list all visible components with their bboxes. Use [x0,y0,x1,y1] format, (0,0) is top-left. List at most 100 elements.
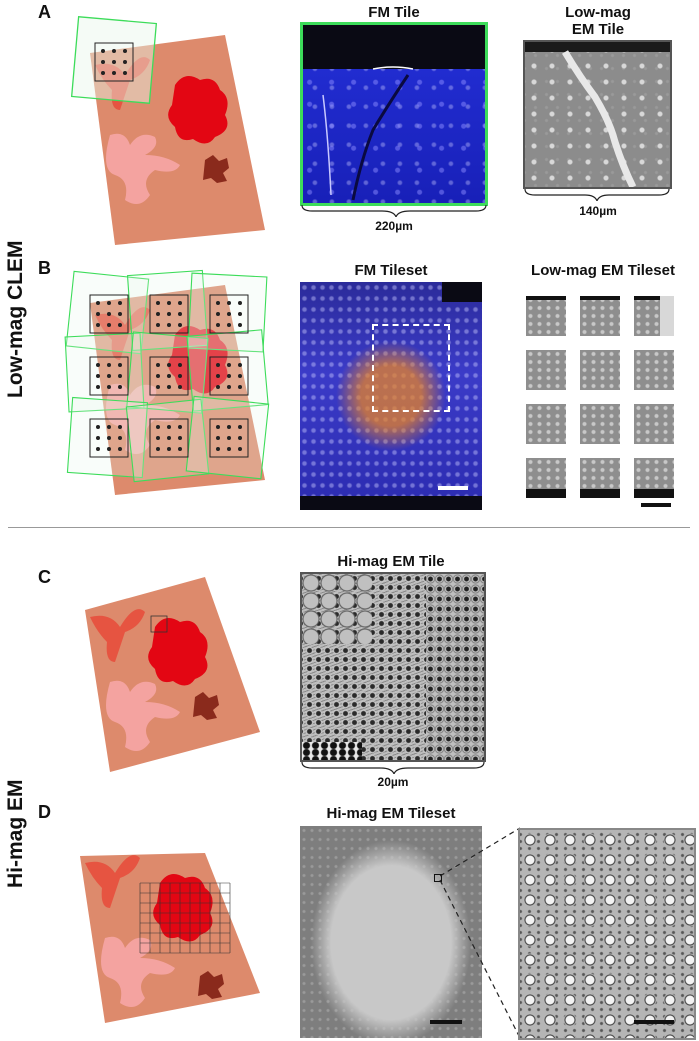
grid-dot [216,363,220,367]
em-tileset-thumb [634,350,674,390]
grid-dot [156,363,160,367]
em-tile-title-line1: Low-mag [565,4,631,21]
schematic-a [70,16,265,245]
em-tileset-thumb [580,404,620,444]
hi-mag-em-tileset-image [300,826,482,1038]
grid-dot [167,301,171,305]
grid-dot [216,323,220,327]
em-tileset-thumb [526,404,566,444]
grid-dot [216,385,220,389]
tileset-scale-bar [430,1020,462,1024]
grid-dot [178,301,182,305]
grid-dot [238,312,242,316]
grid-dot [118,363,122,367]
grid-dot [167,447,171,451]
grid-dot [227,436,231,440]
grid-dot [167,363,171,367]
em-tileset-thumb [634,296,674,336]
grid-dot [107,363,111,367]
grid-dot [118,436,122,440]
grid-dot [216,425,220,429]
grid-dot [238,323,242,327]
fm-tile-scale-label: 220µm [375,219,413,233]
panel-letter-d: D [38,802,51,822]
zoomed-em-inset [518,828,696,1040]
grid-dot [238,385,242,389]
schematic-c [85,577,260,772]
grid-dot [216,301,220,305]
grid-dot [96,323,100,327]
roi-dashed-box [372,324,450,412]
schematic-d [80,853,260,1023]
section-divider [8,527,690,528]
grid-dot [238,436,242,440]
em-tileset-thumb [526,458,566,498]
fm-tile-image [300,22,488,206]
grid-dot [167,312,171,316]
grid-dot [178,323,182,327]
grid-dot [216,436,220,440]
em-tileset-thumb [580,458,620,498]
grid-dot [178,363,182,367]
grid-dot [238,374,242,378]
grid-dot [227,374,231,378]
hi-mag-em-tile-image [300,572,486,762]
hi-mag-em-tile-title: Hi-mag EM Tile [337,553,445,570]
panel-letter-b: B [38,258,51,278]
pink-region [106,133,180,204]
grid-dot [96,447,100,451]
fm-tile-scale-brace [301,204,487,217]
grid-dot [96,363,100,367]
em-tileset-scale-bar [641,503,671,507]
grid-dot [178,447,182,451]
em-tileset-thumb [580,350,620,390]
grid-dot [118,323,122,327]
grid-dot [227,323,231,327]
grid-dot [96,374,100,378]
hi-mag-scale-label: 20µm [377,775,409,789]
grid-dot [167,436,171,440]
grid-dot [118,312,122,316]
grid-dot [156,312,160,316]
grid-dot [227,425,231,429]
grid-dot [107,436,111,440]
grid-dot [107,385,111,389]
grid-dot [167,425,171,429]
grid-dot [96,436,100,440]
grid-dot [227,385,231,389]
red-region [168,76,228,144]
panel-letter-c: C [38,567,51,587]
em-tile-scale-brace [524,188,670,201]
fm-scale-bar [438,486,468,490]
grid-dot [227,363,231,367]
grid-dot [227,301,231,305]
grid-dot [156,323,160,327]
grid-dot [156,447,160,451]
em-tileset-thumb [580,296,620,336]
brown-region [203,155,229,183]
fm-tileset-image [300,282,482,510]
side-label-hi-mag-em: Hi-mag EM [4,779,27,888]
zoom-lines [439,827,521,1039]
grid-dot [156,436,160,440]
hi-mag-scale-brace [301,761,485,774]
grid-dot [118,301,122,305]
em-tileset-thumb [526,296,566,336]
grid-dot [96,312,100,316]
grid-dot [107,425,111,429]
grid-dot [107,312,111,316]
grid-dot [178,385,182,389]
grid-dot [178,436,182,440]
hi-mag-em-tileset-title: Hi-mag EM Tileset [326,805,456,822]
grid-dot [96,425,100,429]
grid-dot [156,374,160,378]
grid-dot [227,312,231,316]
grid-dot [156,425,160,429]
em-tileset-thumb [526,350,566,390]
em-tileset-thumb [634,404,674,444]
em-tileset-thumb [634,458,674,498]
em-tile-scale-label: 140µm [579,204,617,218]
grid-dot [216,312,220,316]
grid-dot [216,447,220,451]
inset-scale-bar [634,1020,674,1024]
